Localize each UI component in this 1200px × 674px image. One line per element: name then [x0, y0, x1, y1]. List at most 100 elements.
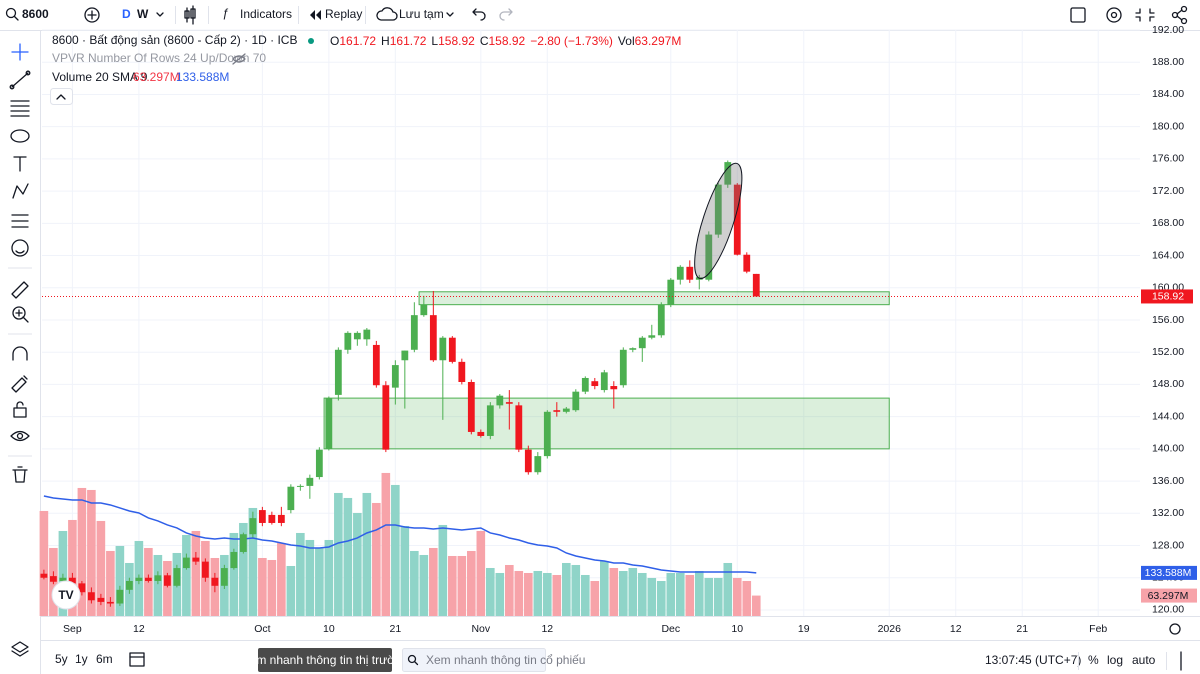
- volume-bar: [58, 530, 68, 616]
- fib-tool[interactable]: [10, 100, 30, 117]
- volume-bar: [732, 577, 742, 616]
- volume-bar: [324, 539, 334, 616]
- volume-bar: [391, 484, 400, 616]
- range[interactable]: 6m: [96, 652, 113, 666]
- undo[interactable]: [472, 8, 486, 21]
- replay-icon[interactable]: [310, 10, 321, 20]
- volume-bar: [77, 487, 87, 616]
- volume-title: Volume 20 SMA 9: [52, 70, 148, 84]
- text-tool[interactable]: [13, 156, 27, 172]
- candle-body: [391, 365, 399, 388]
- y-tick-label: 192.00: [1152, 24, 1184, 36]
- interval[interactable]: D: [122, 7, 131, 21]
- tv-logo[interactable]: [51, 580, 81, 610]
- lock-draw[interactable]: [11, 375, 28, 393]
- vpvr-label: VPVR Number Of Rows 24 Up/Down 70: [52, 51, 266, 65]
- candle-body: [553, 410, 561, 412]
- volume-bar: [647, 577, 657, 616]
- candle-body: [648, 335, 656, 338]
- candle-body: [163, 575, 171, 586]
- volume-bar: [656, 580, 666, 616]
- series-title: 8600 · Bất động sản (8600 - Cấp 2) · 1D …: [52, 33, 297, 47]
- chevron[interactable]: [446, 12, 454, 17]
- y-tick-label: 168.00: [1152, 217, 1184, 229]
- cloud-icon[interactable]: [376, 7, 398, 21]
- emoji-tool[interactable]: [11, 239, 29, 257]
- zoom[interactable]: [12, 306, 26, 320]
- candle-body: [325, 398, 333, 449]
- candle-body: [458, 361, 466, 383]
- search-box[interactable]: [402, 648, 546, 672]
- candle-body: [287, 486, 295, 511]
- price-label-box: [1141, 289, 1193, 304]
- add-symbol[interactable]: [84, 7, 100, 23]
- visibility[interactable]: [10, 430, 30, 442]
- volume-bar: [258, 557, 267, 616]
- save-layout[interactable]: Lưu tạm: [399, 7, 444, 21]
- candle-body: [144, 577, 152, 581]
- volume-bar: [182, 534, 191, 616]
- candle-body: [220, 568, 228, 586]
- layers[interactable]: [11, 641, 29, 657]
- volume-bar: [505, 564, 514, 616]
- x-tick-label: 10: [731, 623, 743, 635]
- volume-bar: [438, 524, 448, 616]
- volume-bar: [334, 492, 343, 616]
- settings[interactable]: [1106, 7, 1122, 23]
- trash[interactable]: [12, 466, 28, 483]
- candle-body: [743, 254, 751, 272]
- log-toggle[interactable]: log: [1107, 653, 1123, 667]
- range[interactable]: 5y: [55, 652, 68, 666]
- x-tick-label: 19: [798, 623, 810, 635]
- collapse-button[interactable]: [50, 88, 73, 105]
- candle-body: [496, 395, 504, 406]
- candle-body: [448, 337, 456, 362]
- x-tick-label: 21: [389, 623, 401, 635]
- candle-body: [401, 350, 409, 361]
- axis-settings[interactable]: [1169, 623, 1181, 635]
- candle-body: [562, 408, 570, 412]
- line-tool[interactable]: [11, 72, 29, 88]
- candle-body: [714, 184, 722, 235]
- chevron[interactable]: [156, 12, 164, 17]
- forecast-tool[interactable]: [11, 214, 29, 228]
- percent-toggle[interactable]: %: [1088, 653, 1099, 667]
- ruler[interactable]: [11, 281, 29, 299]
- y-tick-label: 140.00: [1152, 443, 1184, 455]
- legend-item: 63.297M: [635, 34, 682, 48]
- auto-toggle[interactable]: auto: [1132, 653, 1156, 667]
- share[interactable]: [1171, 11, 1179, 19]
- x-tick-label: 21: [1016, 623, 1028, 635]
- volume-bar: [115, 545, 125, 616]
- symbol[interactable]: 8600: [22, 7, 49, 21]
- volume-bar: [524, 572, 533, 616]
- candle-body: [572, 391, 580, 411]
- lock[interactable]: [13, 407, 27, 418]
- market-button[interactable]: [258, 648, 392, 672]
- compress[interactable]: [1135, 8, 1155, 22]
- shape-tool[interactable]: [10, 129, 30, 143]
- candle-body: [306, 477, 314, 486]
- indicators[interactable]: Indicators: [240, 7, 292, 21]
- candle-body: [268, 514, 276, 523]
- plot-area: 120.00124.00128.00132.00136.00140.00144.…: [39, 24, 1197, 635]
- search-icon[interactable]: [5, 7, 17, 19]
- date-range[interactable]: [129, 652, 145, 667]
- cross-tool[interactable]: [11, 43, 29, 61]
- fx-icon[interactable]: ƒ: [222, 6, 229, 20]
- candle-body: [40, 573, 48, 578]
- volume-bar: [277, 542, 286, 616]
- range[interactable]: 1y: [75, 652, 88, 666]
- legend-item: O: [330, 34, 339, 48]
- y-tick-label: 144.00: [1152, 410, 1184, 422]
- replay[interactable]: Replay: [325, 7, 362, 21]
- volume-bar: [429, 547, 438, 616]
- candle-body: [344, 332, 352, 350]
- interval[interactable]: W: [137, 7, 149, 21]
- volume-bar: [704, 577, 714, 616]
- magnet[interactable]: [12, 346, 28, 361]
- fullscreen-box[interactable]: [1070, 7, 1086, 23]
- redo[interactable]: [499, 8, 513, 21]
- hidden-icon[interactable]: [232, 53, 246, 65]
- pattern-tool[interactable]: [12, 183, 29, 199]
